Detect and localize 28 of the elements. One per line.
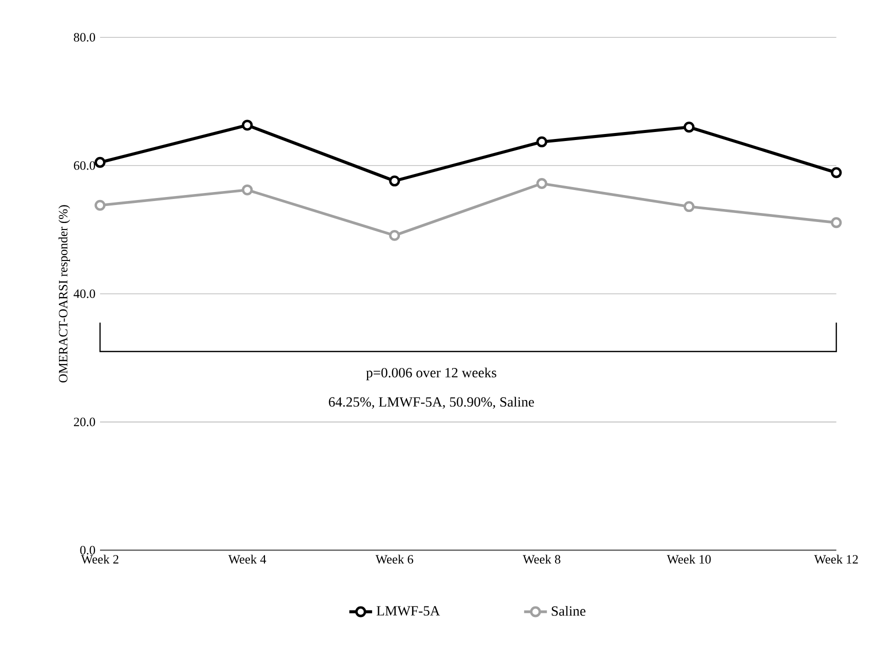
legend-label: Saline bbox=[552, 606, 586, 616]
x-tick-label: Week 12 bbox=[814, 554, 858, 564]
point bbox=[242, 120, 253, 131]
point bbox=[389, 176, 400, 187]
x-tick-label: Week 10 bbox=[666, 554, 711, 564]
point bbox=[684, 201, 695, 212]
point bbox=[536, 136, 548, 148]
x-tick-label: Week 8 bbox=[522, 554, 560, 564]
point bbox=[94, 157, 106, 168]
point bbox=[389, 230, 400, 242]
y-tick-label: 20.0 bbox=[74, 418, 96, 427]
point bbox=[242, 184, 253, 196]
x-tick-label: Week 6 bbox=[376, 554, 414, 564]
annotation: 64.25%, LMWF-5A, 50.90%, Saline bbox=[328, 397, 534, 409]
y-tick-label: 80.0 bbox=[74, 33, 96, 42]
x-tick-label: Week 4 bbox=[228, 554, 266, 564]
point bbox=[830, 167, 842, 178]
point bbox=[94, 200, 106, 211]
y-axis-title: OMERACT-OARSI responder (%) bbox=[58, 205, 70, 383]
annotation: p=0.006 over 12 weeks bbox=[366, 368, 496, 380]
legend-label: LMWF-5A bbox=[376, 606, 440, 616]
point bbox=[830, 217, 842, 228]
y-tick-label: 40.0 bbox=[74, 290, 96, 298]
x-tick-label: Week 2 bbox=[81, 554, 118, 564]
point bbox=[684, 122, 695, 133]
point bbox=[536, 178, 548, 190]
y-tick-label: 60.0 bbox=[74, 161, 96, 170]
y-tick-label: 0.0 bbox=[80, 546, 96, 555]
